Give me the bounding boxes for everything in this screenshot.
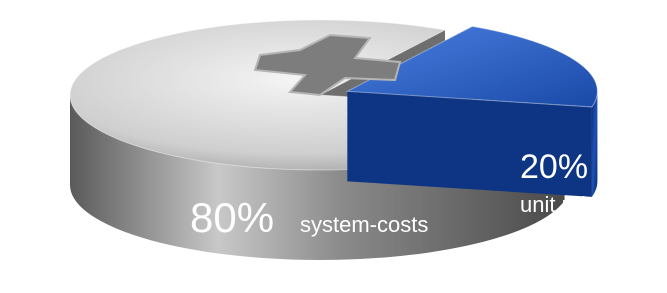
slice-side (592, 91, 597, 197)
slice-label: system-costs (300, 212, 428, 237)
slice-value-label: 20% (520, 148, 588, 186)
slice-value-label: 80% (190, 194, 274, 241)
slice-label: unit price (520, 192, 609, 217)
chart: 80% system-costs 20% unit price (0, 0, 667, 293)
